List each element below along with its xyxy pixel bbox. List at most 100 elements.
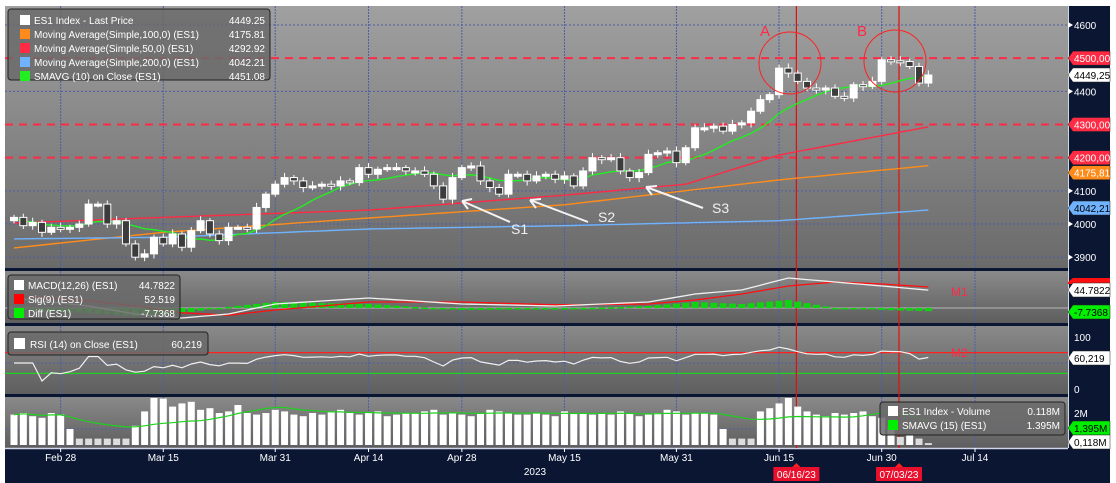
- candle: [625, 168, 634, 182]
- candle: [485, 178, 494, 193]
- signal-tag: [1068, 278, 1110, 284]
- volume-bar: [700, 413, 708, 445]
- macd-diff-bar: [215, 308, 223, 310]
- macd-diff-bar: [896, 308, 904, 311]
- candle: [289, 174, 298, 185]
- volume-bar: [523, 414, 531, 445]
- candle: [243, 223, 252, 233]
- volume-tag: 0,118M: [1067, 434, 1111, 450]
- candle-body: [737, 122, 746, 126]
- candle-body: [560, 175, 569, 180]
- legend-label: Moving Average(Simple,50,0) (ES1): [34, 44, 193, 55]
- ma100-tag: 4175,81: [1067, 165, 1111, 180]
- macd-diff-bar: [421, 307, 429, 310]
- volume-bars: [10, 398, 932, 445]
- candle-body: [653, 152, 662, 156]
- candle: [224, 222, 233, 246]
- candle: [261, 191, 270, 213]
- candle: [672, 146, 681, 168]
- volume-sma-tag: 1,395M: [1067, 420, 1111, 436]
- level-4200-tag: 4200,00: [1067, 150, 1111, 165]
- axis-tag-bg: [1067, 420, 1111, 436]
- candle: [700, 123, 709, 132]
- volume-bar: [626, 413, 634, 445]
- candle: [709, 123, 718, 133]
- candle: [411, 167, 420, 176]
- volume-bar: [365, 413, 373, 445]
- volume-bar: [906, 435, 914, 445]
- candle-body: [75, 223, 84, 228]
- candle-body: [299, 180, 308, 189]
- macd-diff-bar: [794, 301, 802, 308]
- legend-box: [7, 274, 181, 320]
- candle-body: [439, 185, 448, 200]
- axis-tag-label: 4449,25: [1074, 71, 1111, 82]
- x-tick-label: May 31: [660, 453, 693, 464]
- macd-legend[interactable]: MACD(12,26) (ES1) 44.7822 Sig(9) (ES1) 52.5…: [7, 274, 181, 320]
- candle: [401, 164, 410, 175]
- candle-body: [243, 226, 252, 230]
- axis-tag-bg: [1067, 117, 1111, 132]
- volume-bar: [644, 414, 652, 445]
- candle: [504, 169, 513, 198]
- candle-body: [812, 87, 821, 91]
- candle-body: [19, 216, 28, 227]
- candle: [747, 107, 756, 128]
- candle: [196, 216, 205, 234]
- candle-body: [569, 175, 578, 187]
- legend-value: 4449.25: [229, 16, 266, 27]
- volume-bar: [225, 411, 233, 445]
- price-legend[interactable]: ES1 Index - Last Price 4449.25 Moving Aver…: [7, 8, 271, 83]
- volume-bar: [206, 408, 214, 445]
- macd-diff-bar: [878, 308, 886, 310]
- y-axis: 4600 4400 4100 4000 3900 100 0 2M 4175,81 4500,00…: [1067, 21, 1111, 450]
- volume-bar: [309, 413, 317, 445]
- last-price-tag: 4449,25: [1067, 67, 1111, 83]
- volume-bar: [66, 429, 74, 445]
- volume-bar: [383, 416, 391, 445]
- legend-label: SMAVG (10) on Close (ES1): [34, 72, 161, 83]
- candle: [271, 180, 280, 197]
- macd-diff-bar: [691, 302, 699, 308]
- volume-bar: [19, 413, 27, 445]
- candle: [896, 56, 905, 67]
- candle: [756, 94, 765, 114]
- volume-legend[interactable]: ES1 Index - Volume 0.118M SMAVG (15) (ES1)…: [879, 401, 1066, 436]
- volume-bar: [122, 438, 130, 445]
- rsi-legend[interactable]: RSI (14) on Close (ES1) 60,219: [7, 331, 209, 356]
- candle: [495, 183, 504, 197]
- volume-bar: [215, 413, 223, 445]
- candle-body: [663, 150, 672, 154]
- macd-diff-bar: [178, 308, 186, 314]
- macd-diff-bar: [906, 308, 914, 311]
- candle-body: [345, 180, 354, 184]
- volume-bar: [355, 414, 363, 445]
- label-s3: S3: [712, 200, 729, 216]
- candle-body: [411, 170, 420, 174]
- candle-body: [196, 220, 205, 232]
- rsi-tag: 60,219: [1067, 350, 1111, 366]
- candle-body: [383, 167, 392, 171]
- volume-bar: [57, 414, 65, 445]
- volume-bar: [803, 411, 811, 445]
- rsi-series: [14, 346, 929, 382]
- volume-bar: [467, 416, 475, 445]
- label-s2: S2: [598, 209, 615, 225]
- candle-body: [280, 177, 289, 185]
- volume-tick-label: 2M: [1074, 409, 1088, 420]
- x-tick-label: Apr 14: [354, 453, 384, 464]
- volume-bar: [234, 405, 242, 445]
- candle: [765, 92, 774, 103]
- volume-bar: [486, 409, 494, 445]
- candle-body: [644, 153, 653, 174]
- candle: [65, 224, 74, 233]
- macd-diff-bar: [812, 304, 820, 308]
- volume-bar: [253, 414, 261, 445]
- ma-line: [13, 126, 929, 224]
- axis-tag-bg: [1067, 67, 1111, 83]
- x-tick-label: Apr 28: [447, 453, 477, 464]
- volume-bar: [169, 406, 177, 445]
- label-b: B: [857, 23, 867, 40]
- candle: [523, 170, 532, 186]
